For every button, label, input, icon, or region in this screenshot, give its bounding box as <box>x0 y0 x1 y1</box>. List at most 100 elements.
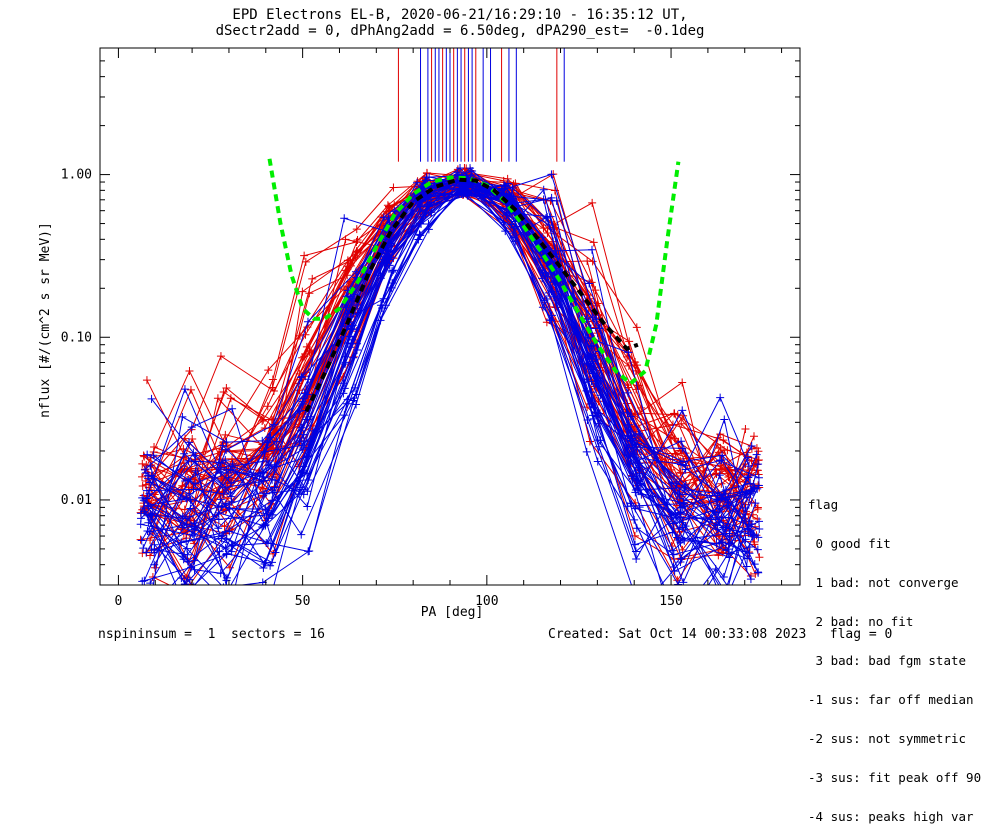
pad-point <box>216 495 225 504</box>
pad-point <box>723 501 732 510</box>
pad-point <box>353 339 362 348</box>
pad-trace <box>152 176 753 516</box>
pad-point <box>225 527 234 536</box>
pad-point <box>412 178 421 187</box>
pad-point <box>295 331 304 340</box>
pad-point <box>588 198 597 207</box>
pad-point <box>350 394 359 403</box>
pad-trace <box>144 178 753 540</box>
pad-point <box>632 554 641 563</box>
pad-trace <box>171 186 755 585</box>
pad-point <box>227 479 236 488</box>
pad-point <box>673 533 682 542</box>
pad-point <box>753 503 762 512</box>
pad-point <box>143 615 151 623</box>
pad-point <box>591 355 600 364</box>
pad-point <box>142 494 151 503</box>
pad-point <box>753 484 762 493</box>
x-tick-label: 100 <box>475 594 498 609</box>
pad-point <box>538 303 547 312</box>
pad-point <box>303 317 312 326</box>
pad-trace <box>147 186 756 585</box>
pad-point <box>583 416 592 425</box>
legend-item: -2 sus: not symmetric <box>808 731 967 746</box>
pad-point <box>549 292 558 301</box>
pad-point <box>416 231 425 240</box>
pad-point <box>341 235 350 244</box>
pad-trace <box>149 184 758 518</box>
pad-point <box>182 514 191 523</box>
y-tick-label: 0.01 <box>61 493 92 508</box>
pad-point <box>379 213 388 222</box>
pad-point <box>754 481 763 490</box>
pad-point <box>142 548 151 557</box>
pad-point <box>541 214 550 223</box>
pad-trace <box>148 192 756 585</box>
pad-point <box>636 606 644 614</box>
pad-point <box>751 499 760 508</box>
pad-point <box>218 441 227 450</box>
pad-point <box>746 479 755 488</box>
pad-point <box>184 476 193 485</box>
pad-point <box>676 557 685 566</box>
pad-point <box>221 483 230 492</box>
pad-point <box>669 519 678 528</box>
pad-point <box>625 420 634 429</box>
pad-point <box>180 385 189 394</box>
pad-trace <box>155 174 758 535</box>
pad-point <box>304 443 313 452</box>
pad-point <box>746 528 755 537</box>
pad-point <box>715 471 724 480</box>
pad-point <box>712 441 721 450</box>
pad-point <box>681 522 690 531</box>
pad-trace <box>143 193 752 585</box>
pad-point <box>627 499 636 508</box>
pad-point <box>425 173 434 182</box>
pad-point <box>137 536 146 545</box>
pad-point <box>381 301 390 310</box>
pad-point <box>671 450 680 459</box>
legend-item: 3 bad: bad fgm state <box>808 653 967 668</box>
pad-point <box>754 533 763 542</box>
pad-point <box>272 437 281 446</box>
pad-point <box>747 442 756 451</box>
fit-curve-black <box>304 177 639 413</box>
pad-point <box>678 406 687 415</box>
pad-point <box>221 544 230 553</box>
legend-item: -4 sus: peaks high var <box>808 809 974 824</box>
legend-item: -1 sus: far off median <box>808 692 974 707</box>
pad-point <box>266 561 275 570</box>
pad-point <box>629 449 638 458</box>
pad-point <box>190 556 199 565</box>
pad-point <box>750 432 759 441</box>
pad-point <box>136 535 145 544</box>
pad-point <box>228 606 236 614</box>
pad-point <box>260 560 269 569</box>
pad-point <box>672 479 681 488</box>
pad-point <box>720 415 729 424</box>
pad-point <box>215 458 224 467</box>
pad-point <box>139 451 148 460</box>
pad-point <box>723 590 731 598</box>
pad-point <box>186 504 195 513</box>
pad-point <box>180 580 189 585</box>
pad-point <box>749 510 758 519</box>
pad-point <box>389 183 398 192</box>
pad-point <box>178 412 187 421</box>
pad-point <box>223 494 232 503</box>
pad-point <box>178 512 187 521</box>
pad-point <box>297 373 306 382</box>
pad-point <box>746 575 755 584</box>
pad-point <box>502 211 511 220</box>
pad-point <box>547 311 556 320</box>
pad-point <box>675 524 684 533</box>
pad-point <box>754 568 763 577</box>
pad-trace <box>142 183 746 487</box>
pad-point <box>742 562 751 571</box>
pad-point <box>263 438 272 447</box>
pad-point <box>264 461 273 470</box>
pad-point <box>596 391 605 400</box>
pad-point <box>669 550 678 559</box>
pad-point <box>193 582 195 585</box>
chart-title-line1: EPD Electrons EL-B, 2020-06-21/16:29:10 … <box>232 7 688 23</box>
